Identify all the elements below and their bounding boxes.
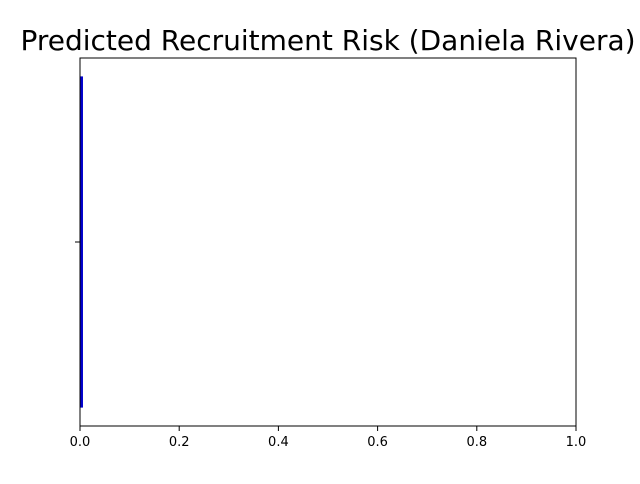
- x-tick-label: 0.0: [70, 435, 91, 450]
- plot-area-frame: [79, 57, 577, 427]
- bars-layer: [80, 76, 83, 408]
- x-tick-label: 0.2: [169, 435, 190, 450]
- chart-title: Predicted Recruitment Risk (Daniela Rive…: [20, 24, 635, 57]
- x-tick-label: 0.6: [367, 435, 388, 450]
- x-tick-label: 1.0: [566, 435, 587, 450]
- x-axis: 0.0 0.2 0.4 0.6 0.8 1.0: [70, 426, 587, 450]
- bar: [80, 76, 83, 408]
- x-tick-label: 0.8: [466, 435, 487, 450]
- x-tick-label: 0.4: [268, 435, 289, 450]
